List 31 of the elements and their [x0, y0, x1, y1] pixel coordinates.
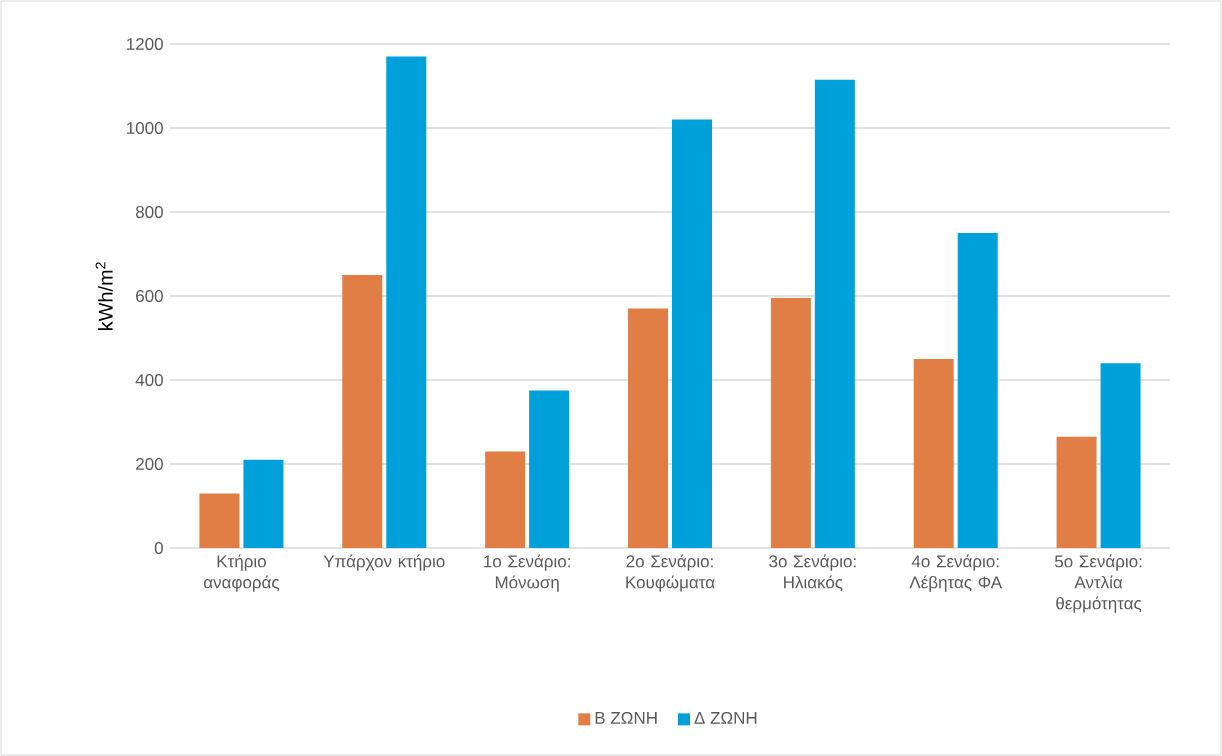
y-tick-label: 600	[136, 289, 163, 303]
x-tick-label: 1ο Σενάριο: Μόνωση	[484, 554, 570, 592]
bar	[1100, 363, 1141, 548]
bar	[1056, 436, 1097, 548]
bar	[199, 493, 240, 548]
x-tick-label: Υπάρχον κτήριο	[323, 554, 445, 571]
y-tick-label: 0	[154, 541, 163, 555]
bar	[628, 308, 669, 548]
legend-label: Δ ΖΩΝΗ	[694, 711, 757, 724]
bar	[243, 459, 284, 548]
bar	[529, 390, 570, 548]
y-tick-label: 1000	[127, 121, 163, 134]
bar	[342, 275, 383, 548]
x-tick-label: 2ο Σενάριο: Κουφώματα	[626, 554, 715, 592]
legend-label: Β ΖΩΝΗ	[595, 711, 657, 724]
x-tick-label: 3ο Σενάριο: Ηλιακός	[769, 554, 856, 592]
y-tick-label: 1200	[127, 37, 163, 50]
bar	[770, 298, 811, 548]
bar	[913, 359, 954, 548]
bar	[814, 79, 855, 548]
x-tick-label: 4ο Σενάριο: Λέβητας ΦΑ	[909, 554, 1003, 592]
y-tick-label: 200	[136, 457, 163, 471]
y-axis-title: kWh/m$^{2}$	[95, 262, 113, 331]
bar	[957, 233, 998, 548]
bar	[386, 56, 427, 548]
bar	[485, 451, 526, 548]
y-tick-label: 800	[135, 205, 163, 219]
x-tick-label: 5ο Σενάριο: Αντλία θερμότητας	[1054, 554, 1142, 613]
bar	[671, 119, 712, 548]
y-tick-label: 400	[135, 373, 163, 387]
x-tick-label: Κτήριο αναφοράς	[203, 554, 280, 592]
